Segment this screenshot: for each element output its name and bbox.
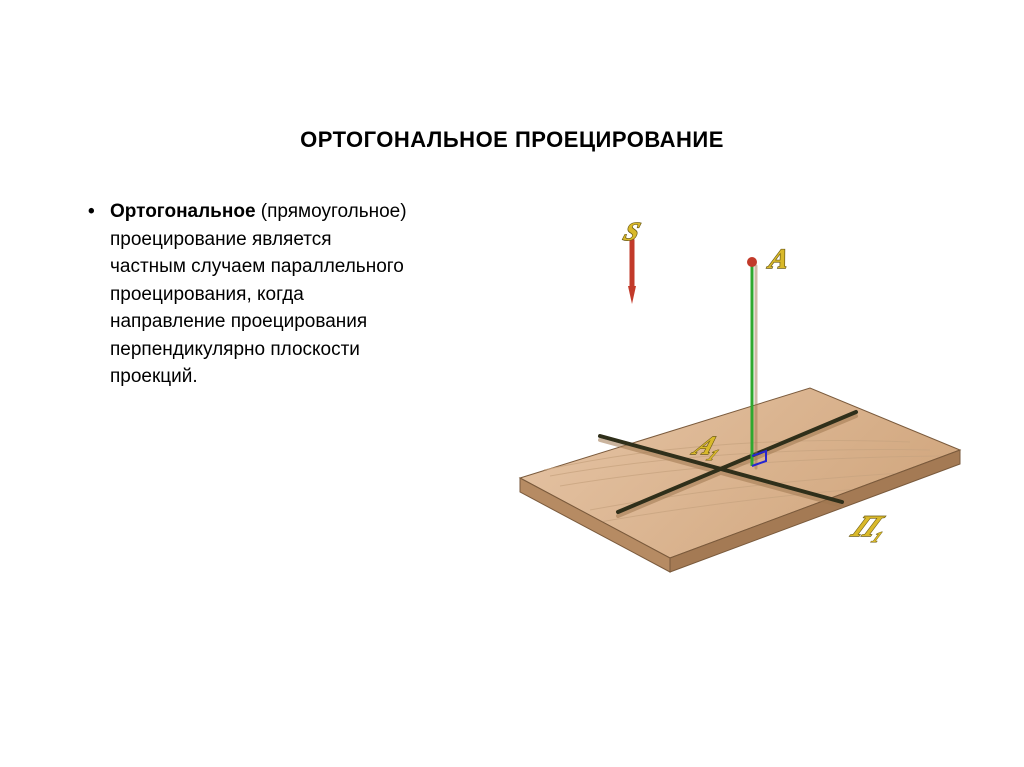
- term-orthogonal: Ортогональное: [110, 201, 256, 222]
- svg-text:S: S: [620, 217, 644, 246]
- direction-arrow: [628, 240, 636, 304]
- paragraph-rest: (прямоугольное) проецирование является ч…: [110, 201, 407, 387]
- bullet-marker: •: [88, 198, 110, 226]
- point-a: [747, 257, 757, 267]
- body-text: • Ортогональное (прямоугольное) проециро…: [88, 198, 408, 391]
- paragraph: Ортогональное (прямоугольное) проецирова…: [110, 198, 408, 391]
- svg-text:П: П: [845, 510, 890, 543]
- svg-text:A: A: [765, 244, 792, 275]
- projection-diagram: S A A1 П1: [480, 220, 980, 610]
- page-title: ОРТОГОНАЛЬНОЕ ПРОЕЦИРОВАНИЕ: [0, 127, 1024, 153]
